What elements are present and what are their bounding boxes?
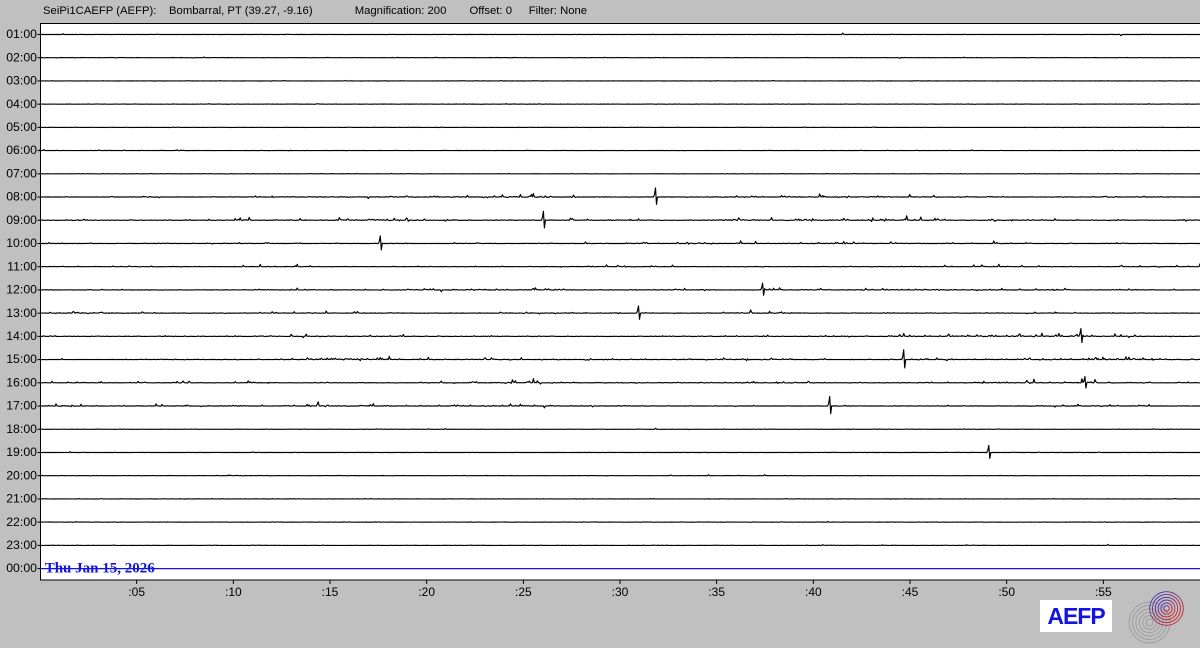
svg-text::40: :40 xyxy=(805,585,822,599)
svg-text:13:00: 13:00 xyxy=(6,306,37,320)
svg-text:01:00: 01:00 xyxy=(6,27,37,41)
svg-text::05: :05 xyxy=(128,585,145,599)
svg-text:16:00: 16:00 xyxy=(6,375,37,389)
svg-text:05:00: 05:00 xyxy=(6,120,37,134)
svg-text:00:00: 00:00 xyxy=(6,561,37,575)
svg-text:02:00: 02:00 xyxy=(6,50,37,64)
svg-text:06:00: 06:00 xyxy=(6,143,37,157)
svg-text:15:00: 15:00 xyxy=(6,352,37,366)
svg-text:21:00: 21:00 xyxy=(6,492,37,506)
svg-text:07:00: 07:00 xyxy=(6,166,37,180)
svg-text:20:00: 20:00 xyxy=(6,468,37,482)
svg-text:17:00: 17:00 xyxy=(6,399,37,413)
svg-text::45: :45 xyxy=(902,585,919,599)
svg-text:Thu Jan 15, 2026: Thu Jan 15, 2026 xyxy=(45,561,156,577)
svg-text::20: :20 xyxy=(418,585,435,599)
svg-text:23:00: 23:00 xyxy=(6,538,37,552)
svg-text::30: :30 xyxy=(612,585,629,599)
svg-text:19:00: 19:00 xyxy=(6,445,37,459)
svg-text::15: :15 xyxy=(322,585,339,599)
svg-text::10: :10 xyxy=(225,585,242,599)
svg-text::55: :55 xyxy=(1095,585,1112,599)
svg-text:10:00: 10:00 xyxy=(6,236,37,250)
svg-text:11:00: 11:00 xyxy=(7,259,37,273)
svg-text::50: :50 xyxy=(998,585,1015,599)
svg-text:22:00: 22:00 xyxy=(6,515,37,529)
svg-text:09:00: 09:00 xyxy=(6,213,37,227)
svg-text::35: :35 xyxy=(708,585,725,599)
svg-text:18:00: 18:00 xyxy=(6,422,37,436)
svg-text:03:00: 03:00 xyxy=(6,74,37,88)
svg-text::25: :25 xyxy=(515,585,532,599)
svg-text:08:00: 08:00 xyxy=(6,190,37,204)
svg-text:12:00: 12:00 xyxy=(6,283,37,297)
svg-text:14:00: 14:00 xyxy=(6,329,37,343)
svg-text:04:00: 04:00 xyxy=(6,97,37,111)
